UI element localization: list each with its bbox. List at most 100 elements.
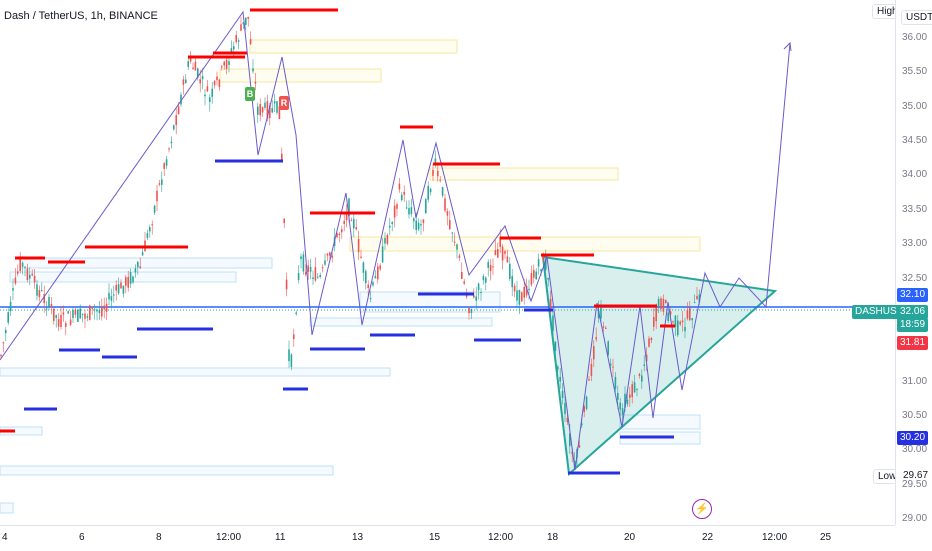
y-tick-label: 33.00 [902, 238, 928, 250]
candle-body [482, 276, 485, 281]
candle-body [533, 269, 535, 278]
candle-body [449, 220, 451, 230]
candle-body [398, 183, 401, 190]
time-axis[interactable]: 4 6 8 12:00 11 13 15 12:00 18 20 22 12:00 25 [0, 525, 895, 551]
candle-body [261, 107, 264, 113]
candle-body [357, 238, 360, 253]
candle-body [425, 199, 427, 214]
candle-body [240, 24, 242, 31]
candle-body [29, 274, 31, 279]
candle-body [165, 159, 168, 166]
candle-body [19, 256, 21, 272]
candle-body [439, 179, 441, 181]
candle-body [74, 309, 77, 315]
candle-body [242, 22, 245, 25]
candle-body [362, 262, 365, 273]
currency-button[interactable]: USDT [901, 10, 932, 25]
candle-body [168, 148, 170, 150]
candle-body [206, 86, 209, 92]
candle-body [417, 222, 420, 230]
candle-body [689, 307, 691, 321]
candle-body [542, 253, 545, 262]
candle-body [285, 279, 288, 290]
candle-body [283, 218, 285, 223]
zigzag-line [0, 10, 791, 471]
candle-body [372, 282, 374, 286]
candle-body [103, 305, 105, 310]
candle-body [612, 366, 614, 368]
price-axis[interactable]: USDT 29.67 36.00 35.50 35.00 34.50 34.00 33.5… [895, 0, 932, 525]
candle-body [170, 141, 173, 144]
candle-body [146, 233, 149, 238]
candle-body [266, 101, 269, 119]
candle-body [523, 286, 525, 298]
candle-body [129, 272, 132, 284]
candle-body [84, 313, 86, 319]
candle-body [422, 219, 425, 224]
candle-body [317, 276, 319, 278]
candle-body [237, 40, 240, 42]
candle-body [113, 294, 115, 296]
candle-body [547, 277, 549, 280]
x-tick-label: 4 [2, 532, 8, 543]
demand-zone [309, 317, 493, 327]
candle-body [468, 307, 470, 314]
candle-body [655, 306, 657, 322]
candle-body [115, 284, 117, 291]
candle-body [24, 266, 26, 268]
candle-body [552, 315, 554, 331]
candle-body [38, 289, 41, 298]
candle-body [201, 76, 204, 80]
x-tick-label: 18 [547, 532, 559, 543]
candle-body [461, 271, 463, 280]
lightning-icon[interactable]: ⚡ [692, 499, 712, 519]
candle-body [693, 302, 696, 304]
candle-body [338, 233, 341, 235]
candle-body [257, 106, 259, 115]
x-tick-label: 15 [429, 532, 441, 543]
candle-body [216, 76, 218, 81]
candle-body [26, 268, 29, 281]
chart-svg[interactable] [0, 0, 895, 525]
candle-body [561, 390, 564, 398]
candle-body [504, 251, 506, 254]
candle-body [463, 281, 465, 284]
candle-body [177, 106, 180, 114]
candle-body [293, 334, 295, 340]
chart-plot-area[interactable]: Dash / TetherUS, 1h, BINANCE B R ⚡ High … [0, 0, 903, 525]
candle-body [225, 59, 228, 70]
buy-flag: B [245, 87, 255, 101]
candle-body [585, 396, 588, 409]
candle-body [295, 312, 297, 315]
candle-body [679, 321, 681, 325]
low-button[interactable]: Low [873, 469, 902, 484]
candle-body [453, 241, 456, 243]
candle-body [429, 188, 432, 193]
candle-body [432, 169, 434, 176]
candle-body [276, 101, 278, 113]
candle-body [60, 314, 62, 327]
candle-body [329, 252, 331, 256]
candle-body [360, 256, 362, 258]
candle-body [307, 265, 309, 272]
candle-body [55, 315, 57, 318]
candle-body [619, 402, 621, 410]
candle-body [489, 264, 492, 272]
candle-body [518, 289, 521, 305]
candle-body [559, 376, 561, 382]
candle-body [163, 163, 165, 169]
candle-body [230, 48, 233, 53]
candle-body [132, 276, 134, 283]
candle-body [53, 308, 55, 321]
candle-body [17, 271, 19, 274]
y-tick-label: 30.50 [902, 409, 928, 421]
candle-body [525, 285, 528, 296]
candle-body [528, 288, 530, 291]
candle-body [9, 301, 12, 312]
candle-body [415, 220, 417, 231]
candle-body [660, 298, 662, 309]
demand-zone [0, 426, 43, 436]
candle-body [381, 246, 384, 263]
candle-body [21, 262, 24, 267]
candle-body [105, 303, 108, 312]
